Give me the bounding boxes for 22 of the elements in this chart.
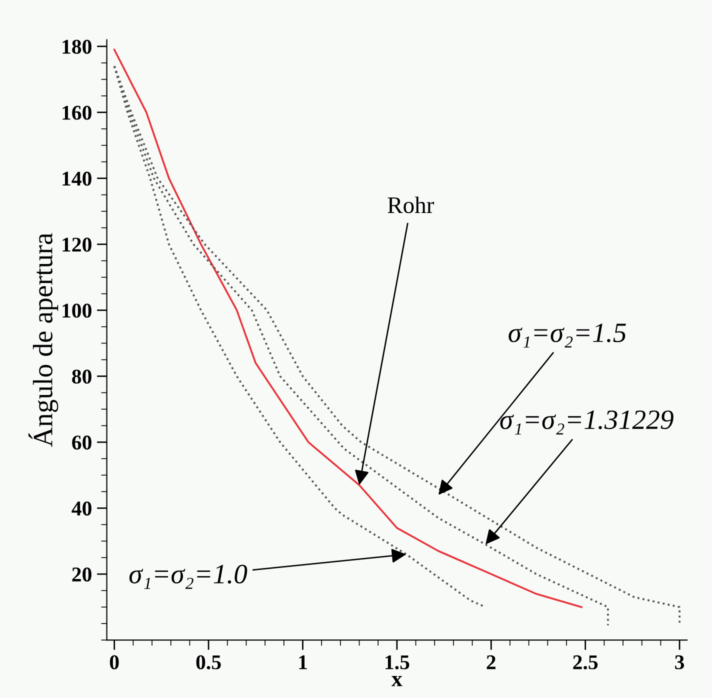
x-tick-label: 0 <box>110 655 119 670</box>
x-axis-title: x <box>391 676 402 686</box>
x-tick-label: 0.5 <box>196 655 221 670</box>
annotation: σ₁=σ₂=1.5 <box>508 324 626 348</box>
x-tick-label: 3 <box>675 655 684 670</box>
y-tick-label: 180 <box>62 40 92 54</box>
x-tick-label: 1.5 <box>386 655 410 670</box>
y-tick-label: 80 <box>72 370 92 384</box>
y-tick-label: 60 <box>72 436 92 450</box>
y-tick-label: 140 <box>62 172 92 186</box>
y-tick-label: 100 <box>62 304 92 318</box>
y-axis-title: Ángulo de apertura <box>28 233 58 447</box>
annotation: Rohr <box>388 196 434 214</box>
y-tick-label: 120 <box>62 238 92 252</box>
annotation: σ₁=σ₂=1.31229 <box>500 410 674 435</box>
y-tick-label: 160 <box>62 106 92 120</box>
x-tick-label: 2 <box>486 655 496 670</box>
y-tick-label: 20 <box>72 567 92 582</box>
x-tick-label: 2.5 <box>573 655 598 670</box>
x-tick-label: 1 <box>299 655 307 670</box>
y-tick-label: 40 <box>72 502 92 516</box>
annotation: σ₁=σ₂=1.0 <box>129 564 248 589</box>
